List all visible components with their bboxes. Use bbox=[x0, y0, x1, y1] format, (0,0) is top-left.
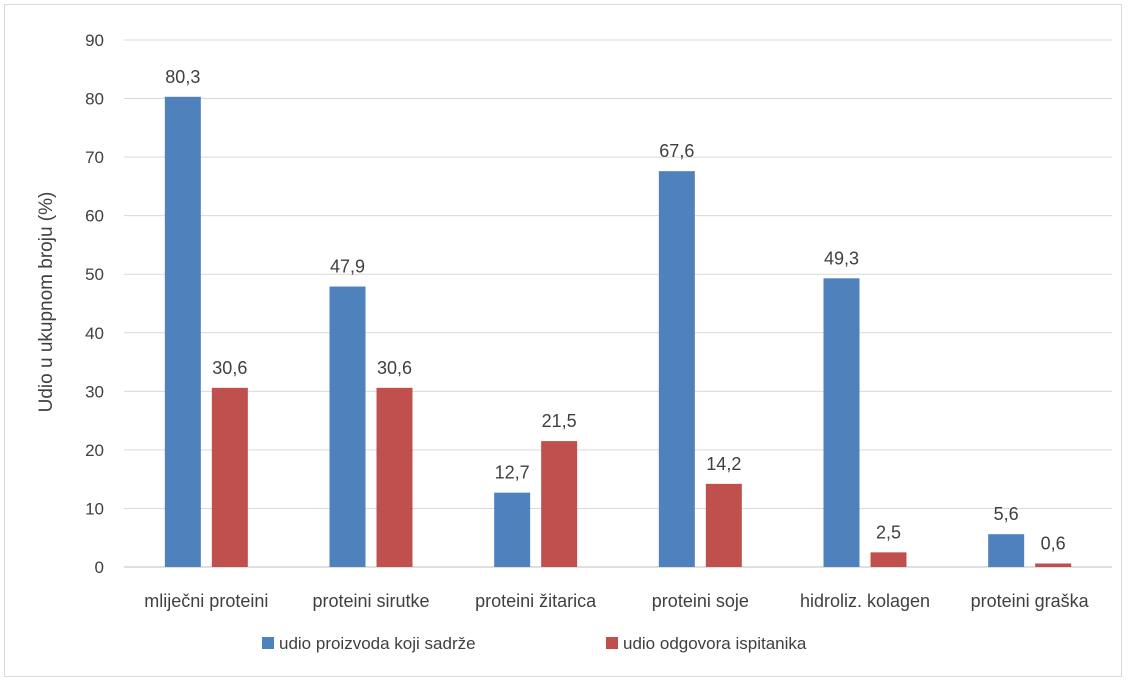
legend-swatch bbox=[606, 637, 618, 649]
y-tick-label: 20 bbox=[85, 441, 104, 460]
x-axis-categories: mliječni proteini proteini sirutke protein… bbox=[144, 591, 1089, 611]
data-label: 14,2 bbox=[706, 454, 741, 474]
data-label: 2,5 bbox=[876, 522, 901, 542]
y-tick-label: 70 bbox=[85, 148, 104, 167]
legend-label: udio odgovora ispitanika bbox=[623, 634, 807, 653]
y-axis-ticks: 0 10 20 30 40 50 60 70 80 90 bbox=[85, 31, 104, 577]
bar bbox=[329, 286, 366, 567]
y-tick-label: 30 bbox=[85, 382, 104, 401]
legend: udio proizvoda koji sadrže udio odgovora … bbox=[262, 634, 807, 653]
data-label: 0,6 bbox=[1041, 533, 1066, 553]
y-tick-label: 50 bbox=[85, 265, 104, 284]
x-category-label: proteini sirutke bbox=[312, 591, 429, 611]
y-tick-label: 60 bbox=[85, 207, 104, 226]
x-category-label: hidroliz. kolagen bbox=[800, 591, 930, 611]
y-tick-label: 90 bbox=[85, 31, 104, 50]
data-label: 12,7 bbox=[495, 463, 530, 483]
legend-label: udio proizvoda koji sadrže bbox=[279, 634, 476, 653]
chart-frame bbox=[4, 4, 1122, 677]
data-label: 30,6 bbox=[377, 358, 412, 378]
bar bbox=[541, 441, 578, 567]
data-label: 47,9 bbox=[330, 257, 365, 277]
data-labels: 80,3 30,6 47,9 30,6 12,7 21,5 67,6 14,2 49,3 2,5 5… bbox=[165, 67, 1065, 554]
data-label: 21,5 bbox=[542, 411, 577, 431]
data-label: 80,3 bbox=[165, 67, 200, 87]
data-label: 5,6 bbox=[994, 504, 1019, 524]
y-tick-label: 80 bbox=[85, 90, 104, 109]
data-label: 30,6 bbox=[212, 358, 247, 378]
bars bbox=[164, 96, 1072, 568]
x-category-label: proteini soje bbox=[652, 591, 749, 611]
bar bbox=[870, 552, 907, 567]
x-category-label: proteini graška bbox=[971, 591, 1090, 611]
bar bbox=[1035, 563, 1072, 567]
bar bbox=[164, 96, 201, 567]
legend-swatch bbox=[262, 637, 274, 649]
gridlines bbox=[124, 39, 1112, 568]
bar bbox=[211, 387, 248, 567]
y-tick-label: 10 bbox=[85, 499, 104, 518]
bar bbox=[988, 534, 1025, 567]
y-axis-label: Udio u ukupnom broju (%) bbox=[36, 192, 57, 413]
y-tick-label: 40 bbox=[85, 324, 104, 343]
x-category-label: mliječni proteini bbox=[144, 591, 268, 611]
data-label: 67,6 bbox=[659, 141, 694, 161]
bar bbox=[823, 278, 860, 567]
y-tick-label: 0 bbox=[95, 558, 104, 577]
bar bbox=[376, 387, 413, 567]
x-category-label: proteini žitarica bbox=[475, 591, 597, 611]
bar bbox=[705, 483, 742, 567]
bar bbox=[658, 171, 695, 568]
data-label: 49,3 bbox=[824, 248, 859, 268]
bar bbox=[494, 492, 531, 567]
